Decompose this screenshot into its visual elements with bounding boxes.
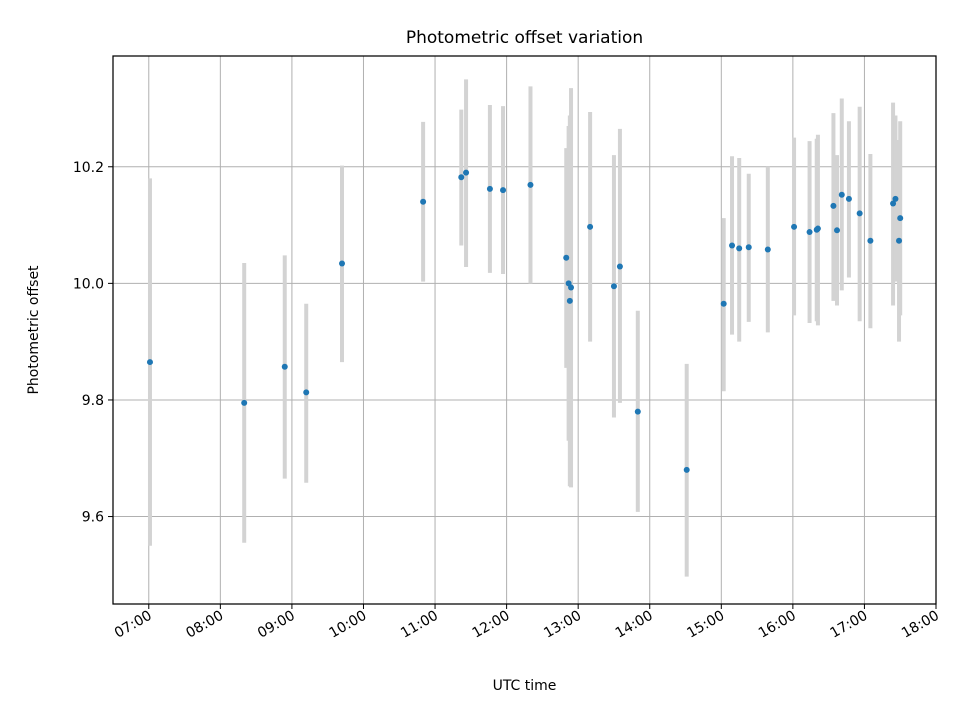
data-point: [281, 363, 288, 370]
data-point: [568, 284, 575, 291]
grid: [113, 56, 937, 604]
data-point: [458, 174, 465, 181]
data-point: [806, 229, 813, 236]
data-point: [616, 263, 623, 270]
data-point: [420, 198, 427, 205]
data-point: [241, 399, 248, 406]
data-point: [634, 408, 641, 415]
data-point: [146, 359, 153, 366]
data-point: [736, 245, 743, 252]
data-point: [610, 283, 617, 290]
data-point: [683, 466, 690, 473]
y-tick-label: 9.6: [82, 510, 104, 526]
data-point: [566, 297, 573, 304]
y-tick-label: 10.0: [73, 276, 104, 292]
y-tick-label: 10.2: [73, 160, 104, 176]
data-point: [745, 244, 752, 251]
chart-title: Photometric offset variation: [406, 28, 643, 48]
y-tick-label: 9.8: [82, 393, 104, 409]
data-point: [764, 246, 771, 253]
data-point: [729, 242, 736, 249]
data-point: [897, 215, 904, 222]
data-points: [146, 169, 904, 473]
data-point: [486, 185, 493, 192]
data-point: [563, 254, 570, 261]
data-point: [339, 260, 346, 267]
data-point: [838, 191, 845, 198]
data-point: [845, 195, 852, 202]
data-point: [527, 181, 534, 188]
data-point: [720, 300, 727, 307]
data-point: [834, 227, 841, 234]
plot-frame: [112, 55, 937, 605]
y-axis-ticks: 9.6 9.8 10.0 10.2: [73, 160, 113, 526]
data-point: [814, 225, 821, 232]
data-point: [830, 202, 837, 209]
data-point: [500, 187, 507, 194]
data-point: [856, 210, 863, 217]
data-point: [587, 223, 594, 230]
y-axis-label: Photometric offset: [26, 265, 42, 395]
data-point: [303, 389, 310, 396]
data-point: [791, 223, 798, 230]
x-axis-label: UTC time: [493, 678, 557, 694]
data-point: [463, 169, 470, 176]
data-point: [890, 200, 897, 207]
data-point: [867, 237, 874, 244]
data-point: [892, 195, 899, 202]
data-point: [896, 237, 903, 244]
